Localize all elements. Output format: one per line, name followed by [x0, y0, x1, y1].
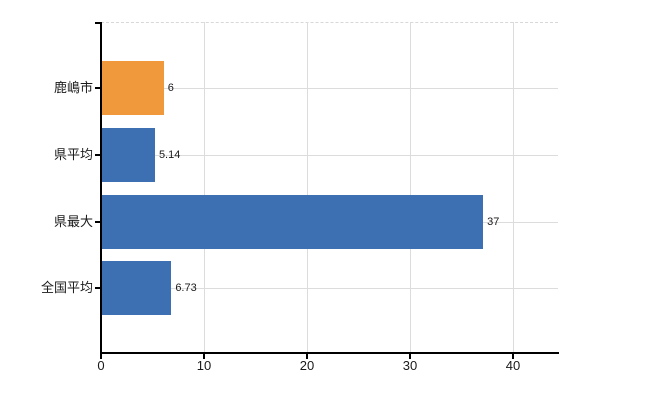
y-axis-tick-mark: [95, 87, 101, 89]
y-axis-tick-mark: [95, 287, 101, 289]
bar-鹿嶋市: [102, 61, 164, 115]
x-axis-tick-label: 10: [196, 358, 212, 373]
category-label: 県平均: [53, 147, 93, 162]
x-axis-tick-mark: [512, 353, 514, 359]
x-axis-tick-mark: [306, 353, 308, 359]
vertical-gridline: [203, 22, 205, 352]
horizontal-gridline: [102, 288, 558, 289]
horizontal-gridline: [102, 155, 558, 156]
x-axis-tick-label: 30: [402, 358, 418, 373]
x-axis-line: [100, 352, 559, 354]
y-axis-line: [100, 22, 102, 353]
value-label: 5.14: [158, 149, 181, 161]
vertical-gridline: [512, 22, 514, 352]
x-axis-tick-label: 40: [505, 358, 521, 373]
x-axis-tick-mark: [409, 353, 411, 359]
value-label: 6.73: [175, 282, 197, 294]
x-axis-tick-mark: [100, 353, 102, 359]
x-axis-tick-label: 0: [97, 358, 105, 373]
category-label: 全国平均: [40, 280, 93, 295]
bar-県最大: [102, 195, 484, 249]
horizontal-gridline: [102, 88, 558, 89]
x-axis-tick-mark: [203, 353, 205, 359]
category-label: 県最大: [53, 214, 93, 229]
x-axis-tick-label: 20: [299, 358, 315, 373]
vertical-gridline: [409, 22, 411, 352]
bar-県平均: [102, 128, 155, 182]
y-axis-tick-mark: [95, 221, 101, 223]
value-label: 37: [487, 216, 500, 228]
y-axis-tick-mark: [95, 22, 101, 24]
value-label: 6: [167, 82, 174, 94]
bar-全国平均: [102, 261, 172, 315]
plot-top-dashed-border: [101, 22, 558, 23]
category-label: 鹿嶋市: [53, 80, 93, 95]
y-axis-tick-mark: [95, 154, 101, 156]
vertical-gridline: [306, 22, 308, 352]
